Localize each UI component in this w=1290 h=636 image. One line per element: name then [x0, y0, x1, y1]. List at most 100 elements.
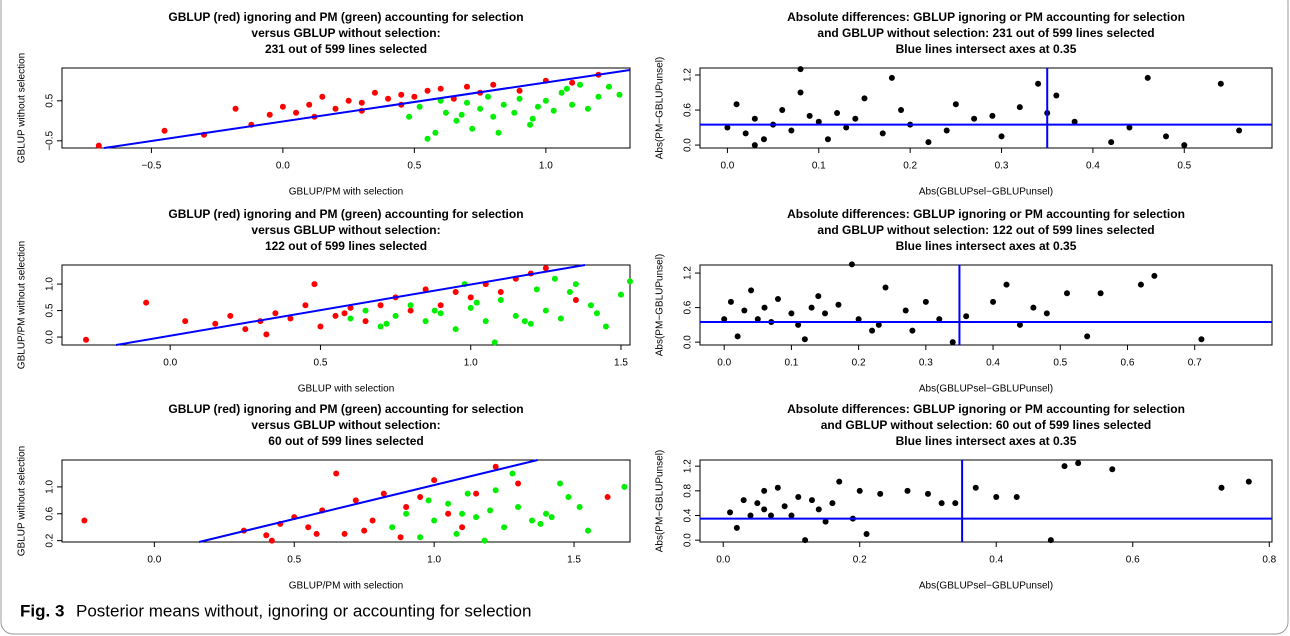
y-tick-label: 0.6 [45, 506, 56, 520]
point [347, 315, 354, 322]
point [754, 500, 761, 507]
point [815, 506, 822, 513]
plot-box [61, 264, 631, 346]
x-tick-label: 1.5 [567, 555, 581, 566]
point [761, 506, 768, 513]
point [875, 321, 882, 328]
chart-title: Absolute differences: GBLUP ignoring or … [787, 10, 1185, 24]
point [781, 503, 788, 510]
point [548, 514, 555, 521]
x-tick-label: 0.3 [919, 358, 933, 369]
point [463, 99, 470, 106]
point [721, 316, 728, 323]
point [861, 95, 868, 102]
point [971, 115, 978, 122]
point [751, 142, 758, 149]
point [332, 105, 339, 112]
point [551, 275, 558, 282]
point [437, 85, 444, 92]
point [242, 326, 249, 333]
y-tick-label: 0.4 [683, 508, 694, 522]
x-axis-label: Abs(GBLUPsel−GBLUPunsel) [919, 187, 1053, 198]
point [266, 111, 273, 118]
point [485, 93, 491, 100]
point [407, 302, 414, 309]
point [993, 493, 1000, 500]
point [527, 121, 534, 128]
point [734, 333, 741, 340]
point [815, 293, 822, 300]
chart-title: 122 out of 599 lines selected [265, 239, 427, 253]
point [515, 480, 522, 487]
point [822, 518, 829, 525]
reference-line [198, 459, 538, 543]
point [577, 81, 584, 88]
point [383, 320, 390, 327]
point [617, 291, 624, 298]
point [1071, 118, 1078, 125]
x-tick-label: 1.0 [464, 358, 478, 369]
y-axis-label: GBLUP without selection [17, 53, 28, 163]
point [358, 99, 365, 106]
point [411, 93, 418, 100]
y-tick-label: 1.0 [45, 479, 56, 493]
point [989, 112, 996, 119]
point [397, 534, 404, 541]
x-tick-label: 0.3 [995, 161, 1009, 172]
point [437, 310, 444, 317]
point [925, 139, 932, 146]
plot-box [61, 459, 631, 543]
point [788, 512, 795, 519]
point [345, 97, 352, 104]
point [1016, 104, 1023, 111]
y-tick-label: 1.2 [683, 459, 694, 473]
point [477, 105, 484, 112]
x-axis-label: GBLUP/PM with selection [289, 187, 404, 198]
x-tick-label: 0.5 [1053, 358, 1067, 369]
y-tick-label: 0.6 [683, 103, 694, 117]
point [481, 537, 488, 544]
point [795, 493, 802, 500]
point [490, 113, 497, 120]
point [473, 514, 480, 521]
point [602, 323, 609, 330]
x-tick-label: 0.6 [1126, 555, 1140, 566]
point [824, 136, 831, 143]
point [182, 318, 189, 325]
point [212, 320, 219, 327]
plot-box [699, 264, 1273, 346]
point [621, 483, 628, 490]
x-axis-label: Abs(GBLUPsel−GBLUPunsel) [919, 384, 1053, 395]
point [909, 327, 916, 334]
point [452, 289, 459, 296]
point [566, 289, 573, 296]
point [1075, 460, 1082, 467]
point [595, 93, 602, 100]
chart-title: 231 out of 599 lines selected [265, 42, 427, 56]
point [453, 117, 460, 124]
point [1043, 310, 1050, 317]
point [361, 527, 368, 534]
y-tick-label: 0.6 [683, 300, 694, 314]
chart-title: versus GBLUP without selection: [251, 223, 440, 237]
point [898, 107, 905, 114]
point [855, 316, 862, 323]
point [1137, 281, 1144, 288]
point [795, 321, 802, 328]
chart-title: and GBLUP without selection: 60 out of 5… [821, 418, 1152, 432]
point [569, 79, 576, 86]
chart-title: versus GBLUP without selection: [251, 26, 440, 40]
point [747, 512, 754, 519]
x-tick-label: 0.8 [1262, 555, 1276, 566]
point [362, 318, 369, 325]
point [487, 507, 494, 514]
x-tick-label: 0.4 [989, 555, 1003, 566]
point [473, 299, 480, 306]
point [760, 136, 767, 143]
point [938, 500, 945, 507]
point [604, 493, 611, 500]
point [557, 315, 564, 322]
point [1047, 537, 1054, 544]
point [1126, 124, 1133, 131]
point [398, 91, 405, 98]
